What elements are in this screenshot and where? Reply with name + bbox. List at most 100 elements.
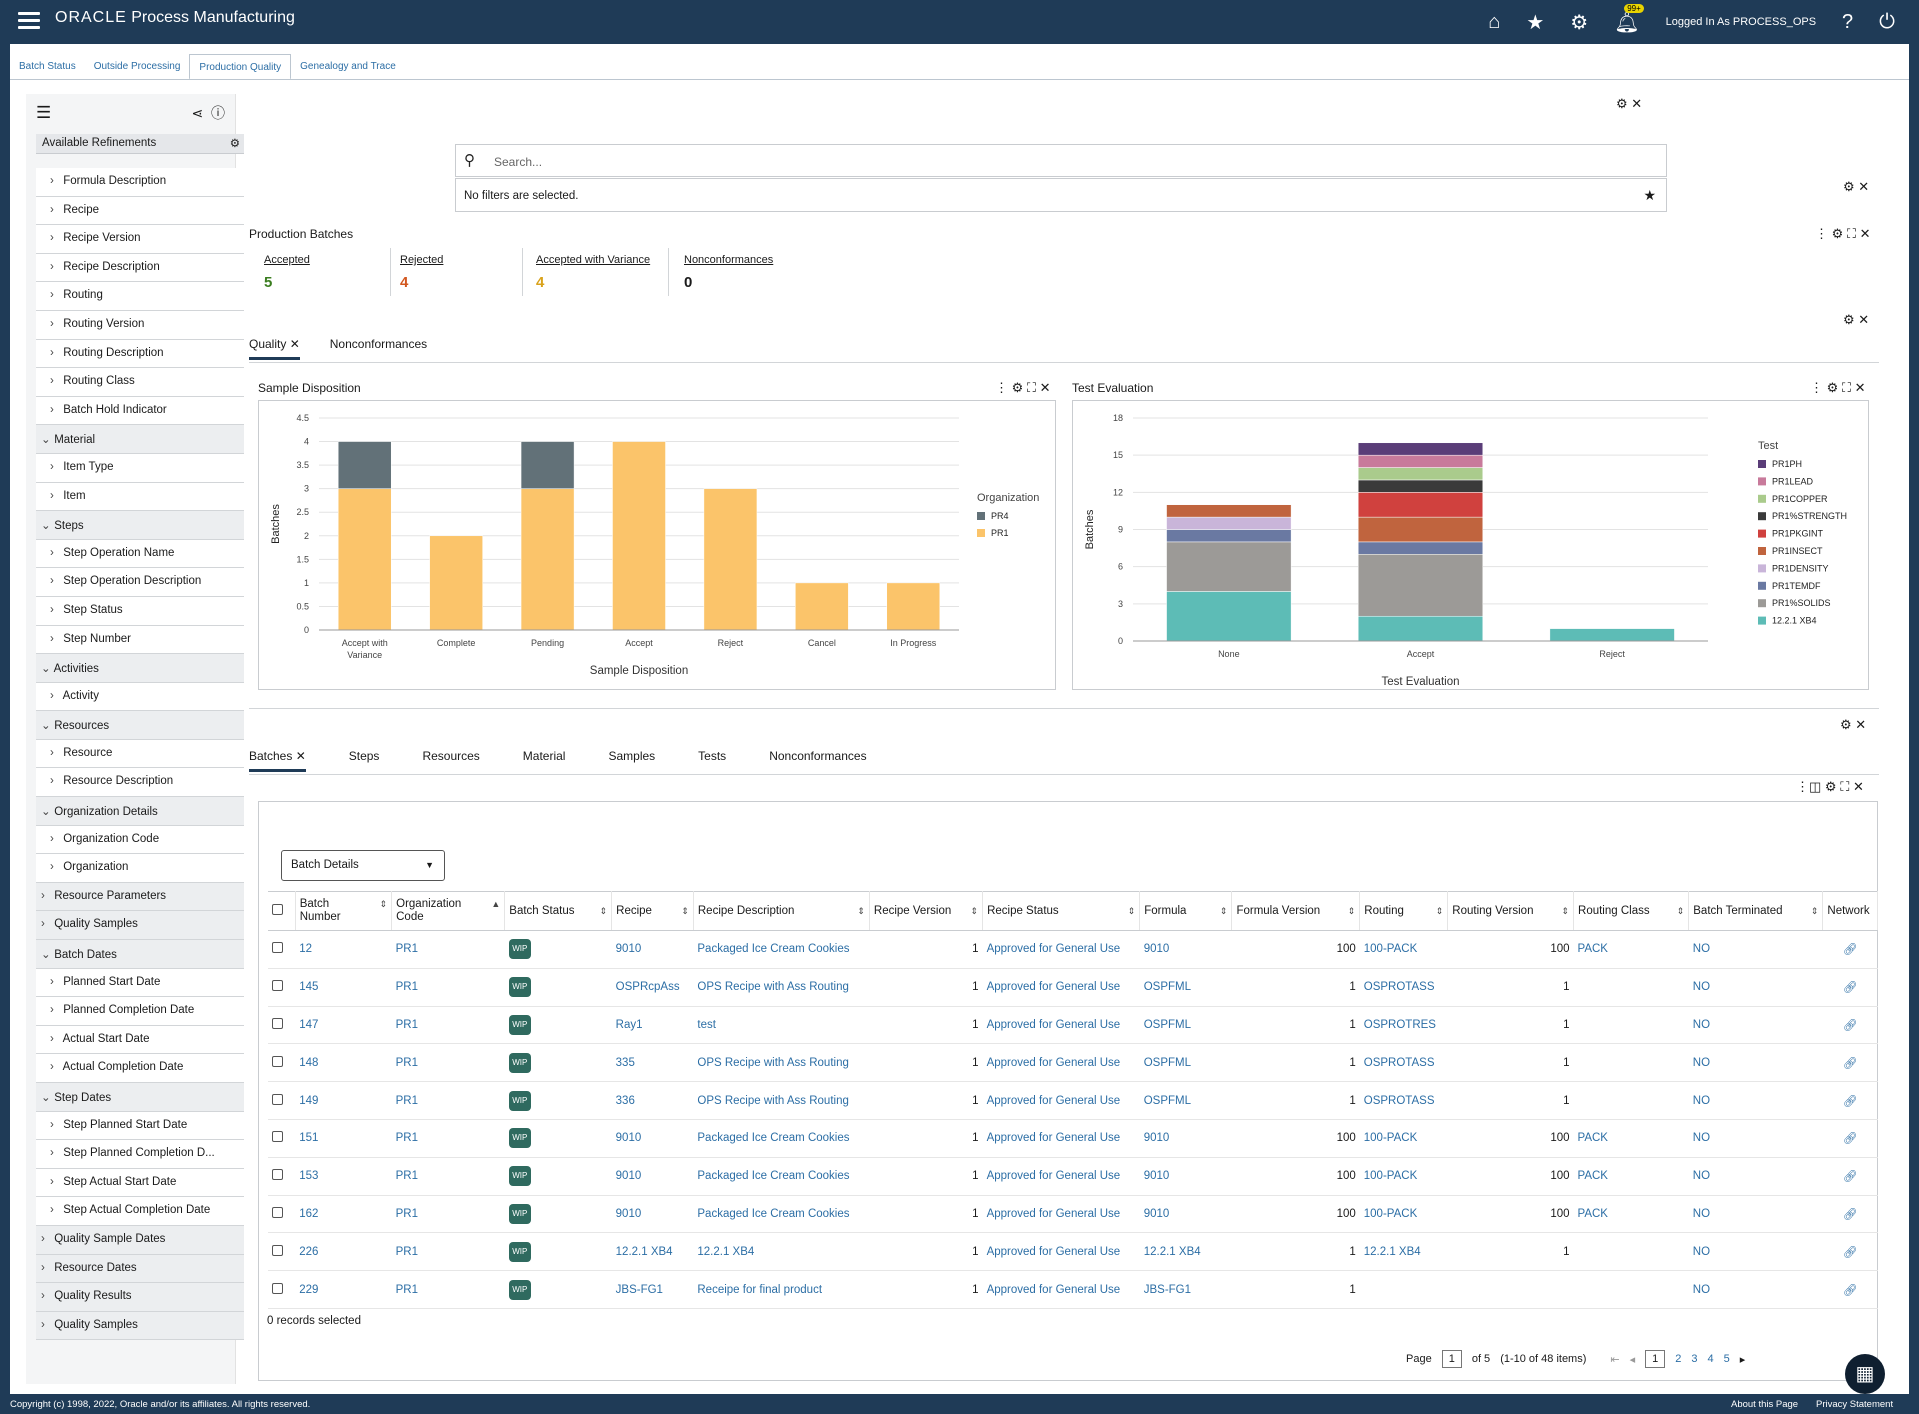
table-cell[interactable]: PR1 [391,1232,505,1272]
network-link-icon[interactable]: 🔗︎ [1842,1057,1858,1070]
table-cell[interactable]: Approved for General Use [982,1232,1140,1272]
refinement-item[interactable]: › Step Actual Completion Date [36,1197,244,1226]
table-cell[interactable]: 12.2.1 XB4 [1139,1232,1232,1272]
refinement-section[interactable]: › Quality Results [36,1283,244,1312]
table-cell[interactable]: PR1 [391,1043,505,1083]
refinement-item[interactable]: › Organization Code [36,825,244,855]
maximize-icon[interactable]: ⛶ [1841,380,1852,395]
row-checkbox[interactable] [272,942,283,954]
row-checkbox[interactable] [272,1093,283,1105]
table-cell[interactable]: 12.2.1 XB4 [611,1232,694,1272]
refinement-item[interactable]: › Step Planned Start Date [36,1111,244,1141]
column-header[interactable]: Recipe Description ⇕ [693,891,870,931]
refinement-item[interactable]: › Organization [36,854,244,883]
power-logout-icon[interactable]: ⏻ [1879,10,1895,33]
table-cell[interactable]: PR1 [391,1081,505,1120]
column-header[interactable]: Batch Terminated ⇕ [1688,891,1824,931]
tab-close-icon[interactable]: ✕ [289,337,300,351]
table-cell[interactable]: NO [1688,1081,1823,1120]
kpi-rejected[interactable]: Rejected 4 [400,254,443,291]
refinement-item[interactable]: › Routing Description [36,339,244,369]
search-input[interactable]: Search... [494,155,543,169]
network-link-icon[interactable]: 🔗︎ [1842,1171,1858,1184]
table-cell[interactable]: 12 [295,930,392,969]
sort-icon[interactable]: ⇕ [857,905,865,916]
kpi-accepted-with-variance[interactable]: Accepted with Variance 4 [536,254,650,291]
search-panel-close-icon[interactable]: ✕ [1631,96,1643,111]
table-cell[interactable] [1573,1043,1689,1083]
column-header[interactable]: Routing ⇕ [1359,891,1449,931]
table-cell[interactable]: PACK [1573,1157,1689,1196]
sort-icon[interactable]: ⇕ [1127,905,1136,916]
columns-icon[interactable]: ◫ [1809,779,1822,794]
table-cell[interactable]: 148 [295,1043,392,1083]
table-cell[interactable]: test [693,1006,870,1045]
table-cell[interactable]: 149 [295,1081,392,1120]
gear-icon[interactable]: ⚙ [1843,312,1855,327]
table-cell[interactable]: PR1 [391,1195,505,1234]
tab-genealogy-trace[interactable]: Genealogy and Trace [300,61,396,72]
network-link-icon[interactable]: 🔗︎ [1842,1284,1858,1297]
table-cell[interactable] [1573,968,1689,1007]
refinement-item[interactable]: › Step Status [36,596,244,626]
maximize-icon[interactable]: ⛶ [1846,226,1857,241]
refinement-section[interactable]: ⌄ Organization Details [36,797,244,826]
row-checkbox[interactable] [272,1017,283,1029]
table-row[interactable]: 162 PR1 WIP 9010 Packaged Ice Cream Cookies 1… [268,1195,1878,1234]
row-checkbox[interactable] [272,1055,283,1067]
page-link-2[interactable]: 2 [1675,1353,1682,1365]
table-cell[interactable]: OSPFML [1139,968,1232,1007]
refinement-item[interactable]: › Resource Description [36,768,244,798]
table-cell[interactable]: Approved for General Use [982,930,1140,969]
tab-batches[interactable]: Batches ✕ [249,749,306,772]
tab-steps[interactable]: Steps [348,749,380,763]
table-cell[interactable]: 100-PACK [1359,930,1448,969]
table-cell[interactable]: NO [1688,1006,1823,1045]
table-cell[interactable]: JBS-FG1 [611,1270,694,1309]
column-header[interactable]: Recipe ⇕ [611,891,694,931]
tab-nonconformances[interactable]: Nonconformances [769,749,867,763]
network-link-icon[interactable]: 🔗︎ [1842,982,1858,995]
more-options-icon[interactable]: ⋮ [995,380,1008,395]
table-cell[interactable] [1359,1270,1448,1309]
close-icon[interactable]: ✕ [1852,779,1864,794]
kpi-label[interactable]: Accepted [264,254,310,266]
table-cell[interactable]: OSPFML [1139,1006,1232,1045]
table-row[interactable]: 145 PR1 WIP OSPRcpAss OPS Recipe with Ass Ro… [268,968,1878,1007]
refinement-section[interactable]: ⌄ Batch Dates [36,940,244,969]
sort-icon[interactable]: ⇕ [1347,905,1356,916]
notifications-bell-icon[interactable]: 🔔︎ 99+ [1614,3,1644,35]
table-cell[interactable]: 145 [295,968,392,1007]
table-cell[interactable] [1573,1081,1689,1120]
network-link-icon[interactable]: 🔗︎ [1842,1133,1858,1146]
sort-icon[interactable]: ⇕ [1810,905,1819,916]
refinement-item[interactable]: › Planned Completion Date [36,997,244,1026]
table-cell[interactable]: 9010 [611,930,694,969]
tab-material[interactable]: Material [522,749,566,763]
column-header[interactable]: Organization Code ▲ [391,891,506,931]
page-link-3[interactable]: 3 [1691,1353,1698,1365]
section-gear-icon[interactable]: ⚙ [1843,179,1855,194]
kpi-label[interactable]: Nonconformances [684,254,774,266]
table-cell[interactable]: 12.2.1 XB4 [693,1232,870,1272]
close-icon[interactable]: ✕ [1859,226,1871,241]
refinement-item[interactable]: › Recipe [36,196,244,226]
page-link-1[interactable]: 1 [1645,1350,1666,1368]
refinement-item[interactable]: › Routing Class [36,368,244,397]
kpi-accepted[interactable]: Accepted 5 [264,254,310,291]
table-cell[interactable]: JBS-FG1 [1139,1270,1232,1309]
prev-page-icon[interactable]: ◂ [1629,1353,1636,1366]
table-cell[interactable]: OSPFML [1139,1081,1232,1120]
table-cell[interactable]: OSPROTASS [1359,1043,1448,1083]
row-checkbox[interactable] [272,1282,283,1294]
table-row[interactable]: 149 PR1 WIP 336 OPS Recipe with Ass Routing 1… [268,1081,1878,1120]
table-row[interactable]: 148 PR1 WIP 335 OPS Recipe with Ass Routing 1… [268,1043,1878,1083]
more-options-icon[interactable]: ⋮ [1810,380,1823,395]
sort-icon[interactable]: ⇕ [970,905,979,916]
table-cell[interactable]: NO [1688,968,1823,1007]
column-header[interactable]: Formula Version ⇕ [1231,891,1361,931]
refinement-section[interactable]: ⌄ Step Dates [36,1083,244,1112]
column-header[interactable]: Routing Version ⇕ [1447,891,1575,931]
tab-batch-status[interactable]: Batch Status [19,61,76,72]
about-page-link[interactable]: About this Page [1731,1399,1799,1410]
